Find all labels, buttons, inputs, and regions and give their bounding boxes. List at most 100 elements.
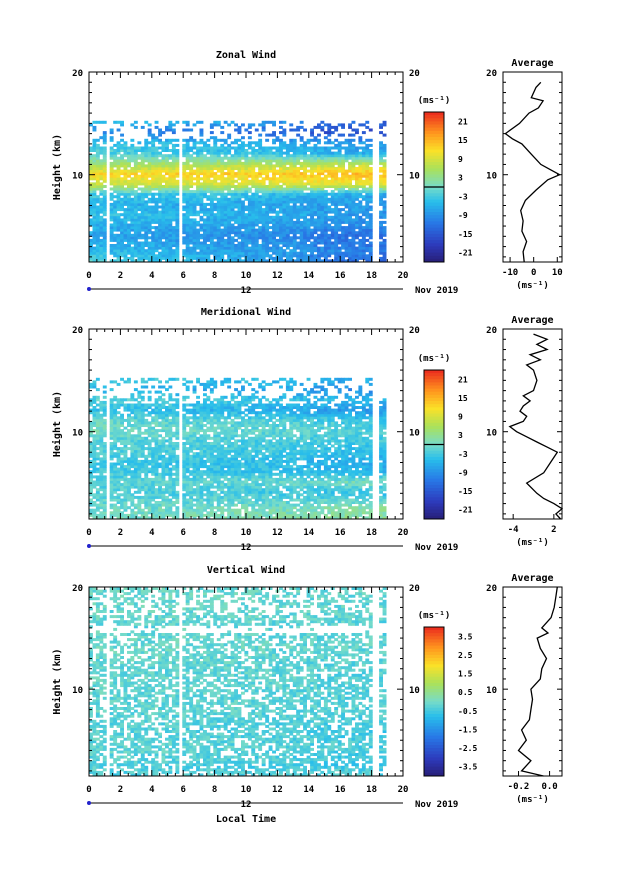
heatmap-cell <box>234 509 238 512</box>
heatmap-cell <box>355 242 359 245</box>
heatmap-cell <box>365 504 369 507</box>
heatmap-cell <box>120 483 124 486</box>
heatmap-cell <box>345 139 349 142</box>
heatmap-cell <box>296 226 300 229</box>
heatmap-cell <box>276 162 280 165</box>
heatmap-cell <box>206 488 210 491</box>
heatmap-cell <box>314 242 318 245</box>
heatmap-cell <box>293 198 297 201</box>
heatmap-cell <box>269 154 273 157</box>
heatmap-cell <box>182 182 186 185</box>
heatmap-cell <box>210 206 214 209</box>
heatmap-cell <box>303 478 307 481</box>
heatmap-cell <box>124 499 128 502</box>
heatmap-cell <box>314 193 318 196</box>
heatmap-cell <box>175 190 179 193</box>
heatmap-cell <box>324 234 328 237</box>
heatmap-cell <box>137 224 141 227</box>
heatmap-cell <box>155 247 159 250</box>
heatmap-cell <box>324 206 328 209</box>
heatmap-cell <box>238 496 242 499</box>
heatmap-cell <box>213 481 217 484</box>
heatmap-cell <box>124 147 128 150</box>
heatmap-cell <box>127 481 131 484</box>
heatmap-cell <box>369 231 373 234</box>
heatmap-cell <box>286 254 290 257</box>
heatmap-cell <box>317 483 321 486</box>
heatmap-cell <box>182 198 186 201</box>
heatmap-cell <box>151 216 155 219</box>
heatmap-cell <box>262 506 266 509</box>
heatmap-cell <box>355 247 359 250</box>
heatmap-cell <box>265 247 269 250</box>
heatmap-cell <box>334 242 338 245</box>
heatmap-cell <box>117 218 121 221</box>
heatmap-cell <box>172 213 176 216</box>
heatmap-cell <box>175 257 179 260</box>
heatmap-cell <box>307 488 311 491</box>
heatmap-cell <box>269 185 273 188</box>
heatmap-cell <box>96 144 100 147</box>
heatmap-cell <box>158 506 162 509</box>
heatmap-cell <box>103 242 107 245</box>
heatmap-cell <box>310 478 314 481</box>
heatmap-cell <box>258 491 262 494</box>
heatmap-cell <box>262 504 266 507</box>
heatmap-cell <box>96 496 100 499</box>
heatmap-cell <box>317 226 321 229</box>
heatmap-cell <box>383 147 387 150</box>
heatmap-cell <box>262 147 266 150</box>
heatmap-cell <box>276 226 280 229</box>
heatmap-cell <box>272 226 276 229</box>
heatmap-cell <box>282 206 286 209</box>
heatmap-cell <box>248 226 252 229</box>
heatmap-cell <box>231 236 235 239</box>
heatmap-cell <box>276 170 280 173</box>
heatmap-cell <box>172 170 176 173</box>
heatmap-cell <box>352 162 356 165</box>
heatmap-cell <box>137 154 141 157</box>
heatmap-cell <box>200 254 204 257</box>
heatmap-cell <box>234 244 238 247</box>
heatmap-cell <box>255 254 259 257</box>
heatmap-cell <box>137 162 141 165</box>
heatmap-cell <box>269 177 273 180</box>
heatmap-cell <box>130 257 134 260</box>
heatmap-cell <box>338 218 342 221</box>
heatmap-cell <box>255 242 259 245</box>
heatmap-cell <box>272 216 276 219</box>
heatmap-cell <box>151 175 155 178</box>
heatmap-cell <box>348 134 352 137</box>
heatmap-cell <box>369 504 373 507</box>
heatmap-cell <box>341 257 345 260</box>
heatmap-cell <box>338 208 342 211</box>
heatmap-cell <box>155 234 159 237</box>
heatmap-cell <box>210 123 214 126</box>
heatmap-cell <box>110 247 114 250</box>
heatmap-cell <box>324 190 328 193</box>
heatmap-cell <box>293 177 297 180</box>
heatmap-cell <box>338 144 342 147</box>
heatmap-cell <box>276 182 280 185</box>
heatmap-cell <box>300 185 304 188</box>
heatmap-cell <box>355 185 359 188</box>
heatmap-cell <box>113 208 117 211</box>
heatmap-cell <box>165 139 169 142</box>
heatmap-cell <box>244 249 248 252</box>
colorbar-swatch <box>424 240 444 244</box>
heatmap-cell <box>320 481 324 484</box>
heatmap-cell <box>231 231 235 234</box>
heatmap-cell <box>110 139 114 142</box>
heatmap-cell <box>231 242 235 245</box>
heatmap-cell <box>300 147 304 150</box>
heatmap-cell <box>220 131 224 134</box>
heatmap-cell <box>182 175 186 178</box>
heatmap-cell <box>96 481 100 484</box>
heatmap-cell <box>168 491 172 494</box>
heatmap-cell <box>141 198 145 201</box>
heatmap-cell <box>362 195 366 198</box>
heatmap-cell <box>227 254 231 257</box>
heatmap-cell <box>206 208 210 211</box>
heatmap-cell <box>296 496 300 499</box>
heatmap-cell <box>282 478 286 481</box>
